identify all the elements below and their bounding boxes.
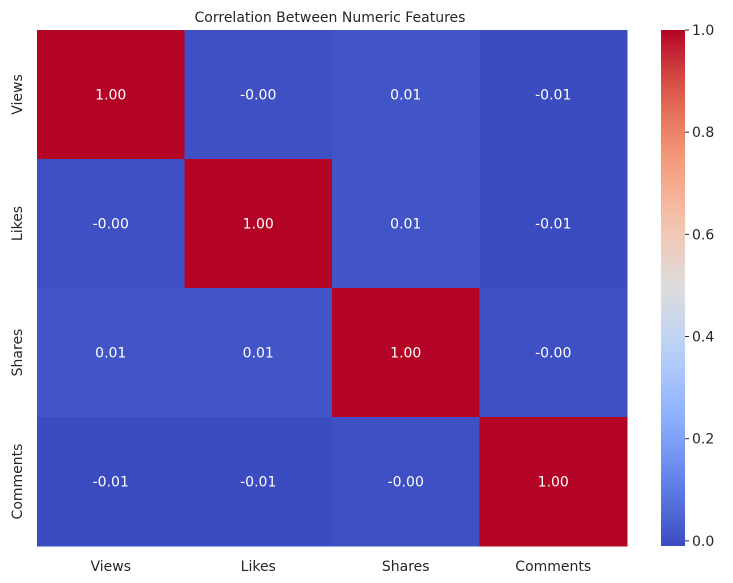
heatmap-cell — [37, 30, 185, 160]
heatmap-cell — [184, 288, 333, 418]
cell-value-label: -0.01 — [535, 217, 571, 233]
x-tick-label: Shares — [382, 559, 430, 575]
heatmap-cell — [37, 159, 185, 289]
colorbar-tick-label: 1.0 — [692, 23, 714, 39]
heatmap-cell — [184, 30, 333, 160]
cell-value-label: -0.01 — [535, 88, 571, 104]
heatmap-cell — [332, 159, 480, 289]
y-tick-label: Views — [10, 74, 26, 115]
cell-value-label: -0.00 — [93, 217, 129, 233]
chart-title: Correlation Between Numeric Features — [195, 10, 466, 26]
cell-value-label: 0.01 — [95, 346, 126, 362]
heatmap-cell — [479, 30, 628, 160]
cell-value-label: -0.00 — [240, 88, 276, 104]
x-tick-label: Likes — [241, 559, 276, 575]
cell-value-label: -0.01 — [93, 475, 129, 491]
x-tick-label: Views — [90, 559, 131, 575]
colorbar — [661, 30, 685, 546]
cell-value-label: -0.00 — [388, 475, 424, 491]
cell-value-label: 1.00 — [243, 217, 274, 233]
cell-value-label: 1.00 — [538, 475, 569, 491]
colorbar-ticks: 0.0 0.2 0.4 0.6 0.8 1.0 — [685, 23, 714, 550]
cell-value-label: -0.00 — [535, 346, 571, 362]
colorbar-tick-label: 0.4 — [692, 330, 714, 346]
cell-value-label: 0.01 — [390, 217, 421, 233]
cell-value-label: 0.01 — [390, 88, 421, 104]
heatmap-cell — [37, 417, 185, 547]
cell-value-label: 0.01 — [243, 346, 274, 362]
heatmap-cell — [479, 288, 628, 418]
heatmap-cell — [37, 288, 185, 418]
colorbar-tick-label: 0.6 — [692, 227, 714, 243]
heatmap-cell — [184, 417, 333, 547]
heatmap-cell — [479, 417, 628, 547]
y-tick-label: Comments — [10, 444, 26, 520]
y-tick-label: Shares — [10, 329, 26, 377]
y-tick-label: Likes — [10, 206, 26, 241]
heatmap-cells — [37, 30, 628, 547]
cell-value-label: -0.01 — [240, 475, 276, 491]
cell-value-label: 1.00 — [390, 346, 421, 362]
heatmap-cell — [332, 30, 480, 160]
x-tick-label: Comments — [515, 559, 591, 575]
heatmap-cell-labels: 1.00 -0.00 0.01 -0.01 -0.00 1.00 0.01 -0.01 0.01… — [93, 88, 572, 491]
colorbar-tick-label: 0.2 — [692, 432, 714, 448]
colorbar-tick-label: 0.0 — [692, 534, 714, 550]
heatmap-cell — [332, 417, 480, 547]
colorbar-tick-label: 0.8 — [692, 125, 714, 141]
heatmap-cell — [332, 288, 480, 418]
heatmap-cell — [184, 159, 333, 289]
heatmap-cell — [479, 159, 628, 289]
cell-value-label: 1.00 — [95, 88, 126, 104]
y-axis-tick-labels: Views Likes Shares Comments — [10, 74, 26, 519]
x-axis-tick-labels: Views Likes Shares Comments — [90, 559, 591, 575]
